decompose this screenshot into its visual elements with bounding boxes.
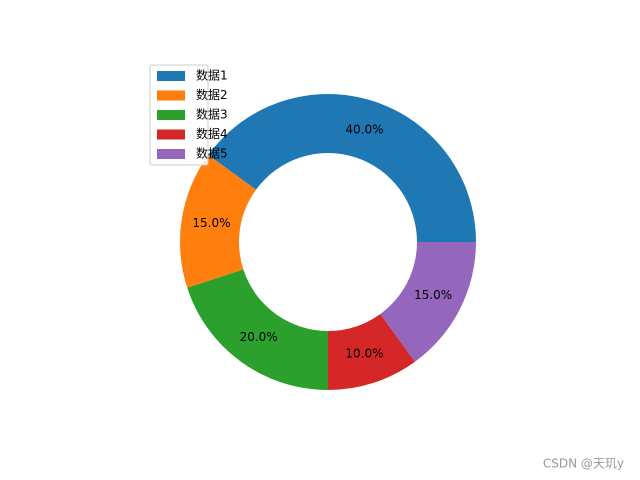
slice xyxy=(187,269,328,390)
legend-label: 数据1 xyxy=(196,68,228,83)
slice xyxy=(328,314,415,390)
legend-label: 数据5 xyxy=(196,146,228,161)
slice xyxy=(208,94,477,242)
slice xyxy=(380,242,476,362)
legend-swatch xyxy=(157,129,185,140)
slice xyxy=(180,155,256,288)
legend-swatch xyxy=(157,71,185,81)
watermark: CSDN @天玑y xyxy=(543,457,624,471)
legend-swatch xyxy=(157,90,185,101)
legend-swatch xyxy=(157,149,185,159)
legend-label: 数据3 xyxy=(196,107,228,122)
value-label: 15.0% xyxy=(192,216,230,230)
value-label: 20.0% xyxy=(240,330,278,344)
legend-swatch xyxy=(157,110,185,120)
value-label: 10.0% xyxy=(345,347,383,361)
legend-label: 数据2 xyxy=(196,87,228,102)
legend-label: 数据4 xyxy=(196,126,228,141)
legend: 数据1 数据2 数据3 数据4 数据5 xyxy=(149,64,228,166)
value-label: 40.0% xyxy=(345,122,383,136)
slices: 40.0% 15.0% 20.0% 10.0% 15.0% xyxy=(180,94,477,390)
value-label: 15.0% xyxy=(414,288,452,302)
